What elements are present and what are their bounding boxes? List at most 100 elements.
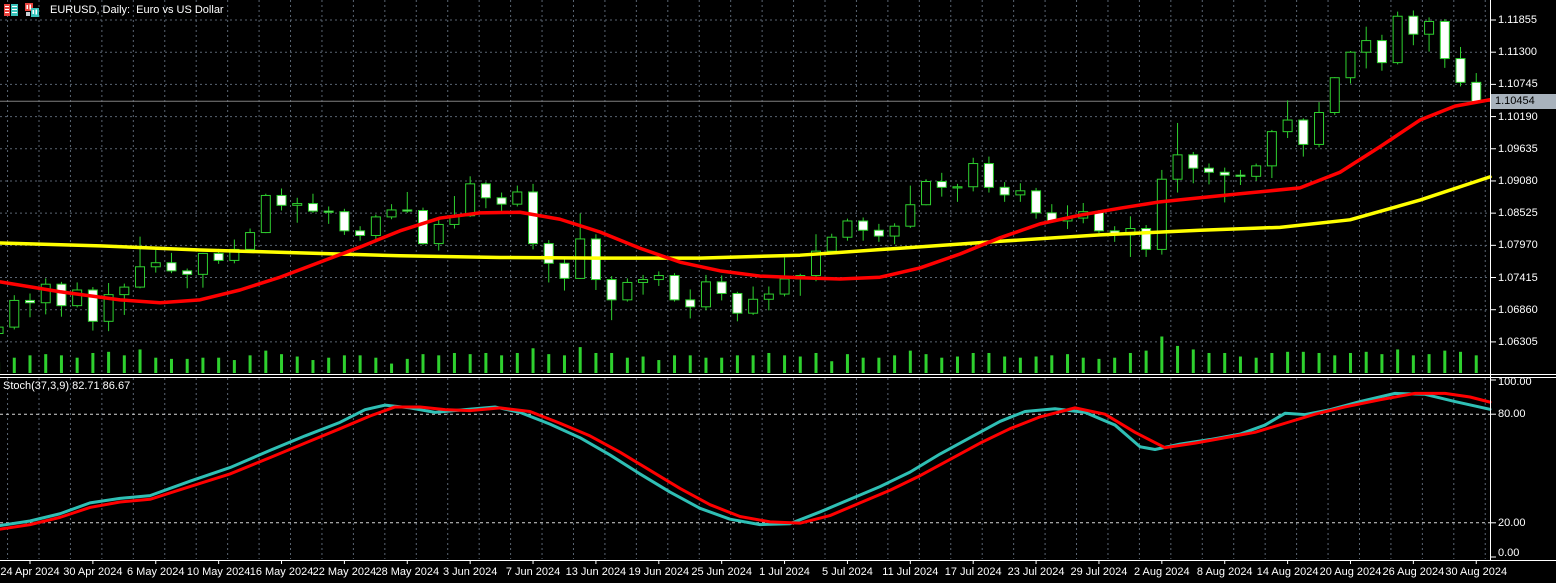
stoch-panel-surface[interactable] bbox=[0, 378, 1490, 559]
date-axis-label: 30 Aug 2024 bbox=[1445, 566, 1508, 578]
candle-body bbox=[119, 286, 130, 296]
candle-body bbox=[968, 163, 979, 188]
volume-bar bbox=[594, 352, 598, 373]
date-axis-label: 11 Jul 2024 bbox=[882, 566, 939, 578]
date-axis-label: 25 Jun 2024 bbox=[691, 566, 752, 578]
volume-bar bbox=[1427, 354, 1431, 373]
volume-bar bbox=[940, 357, 944, 373]
main-chart-surface[interactable] bbox=[0, 0, 1490, 374]
indicator-label: Stoch(37,3,9) 82.71 86.67 bbox=[3, 380, 131, 392]
volume-bar bbox=[390, 363, 394, 373]
volume-bar bbox=[1396, 349, 1400, 373]
candle-body bbox=[1015, 190, 1026, 196]
candle-body bbox=[638, 279, 649, 283]
candle-body bbox=[402, 209, 413, 212]
volume-bar bbox=[783, 355, 787, 373]
price-axis[interactable]: 1.11855 1.11300 1.10745 1.10190 1.09635 1.090… bbox=[1490, 0, 1556, 560]
date-axis-label: 28 May 2024 bbox=[375, 566, 440, 578]
date-axis-label: 10 May 2024 bbox=[186, 566, 251, 578]
candle-body bbox=[480, 183, 491, 199]
volume-bar bbox=[1176, 345, 1180, 373]
candle-body bbox=[1298, 119, 1309, 145]
volume-bar bbox=[1459, 351, 1463, 373]
candle-body bbox=[25, 299, 35, 304]
date-axis-label: 8 Aug 2024 bbox=[1196, 566, 1253, 578]
candle-body bbox=[921, 181, 932, 206]
date-axis-label: 30 Apr 2024 bbox=[63, 566, 123, 578]
volume-bar bbox=[955, 356, 959, 373]
volume-bar bbox=[280, 354, 284, 373]
volume-bar bbox=[295, 356, 299, 373]
date-axis-label: 2 Aug 2024 bbox=[1133, 566, 1190, 578]
volume-bar bbox=[1286, 351, 1290, 373]
volume-bar bbox=[1066, 354, 1070, 373]
volume-bar bbox=[767, 352, 771, 373]
volume-bar bbox=[1380, 354, 1384, 373]
candle-body bbox=[355, 230, 366, 236]
candle-body bbox=[1408, 15, 1419, 35]
candle-body bbox=[1204, 167, 1214, 173]
candle-body bbox=[1329, 77, 1340, 114]
candle-body bbox=[150, 262, 161, 268]
price-axis-label: 1.10745 bbox=[1498, 78, 1538, 91]
volume-bar bbox=[468, 354, 472, 373]
date-axis-label: 1 Jul 2024 bbox=[759, 566, 810, 578]
candle-body bbox=[999, 186, 1010, 196]
date-axis-label: 5 Jul 2024 bbox=[822, 566, 873, 578]
stoch-axis-label: 80.00 bbox=[1498, 408, 1526, 420]
candle-body bbox=[1251, 165, 1262, 177]
journal-icon bbox=[4, 4, 18, 16]
candle-body bbox=[1235, 174, 1246, 177]
volume-bar bbox=[122, 355, 126, 373]
volume-bar bbox=[421, 354, 425, 373]
volume-bar bbox=[437, 355, 441, 373]
date-axis-label: 24 Apr 2024 bbox=[0, 566, 60, 578]
volume-bar bbox=[1003, 356, 1007, 373]
candle-body bbox=[87, 289, 98, 322]
candle-body bbox=[260, 194, 271, 234]
candle-body bbox=[826, 236, 837, 252]
candle-body bbox=[103, 294, 114, 322]
current-price-tag: 1.10454 bbox=[1491, 93, 1556, 109]
volume-bar bbox=[12, 357, 16, 373]
candle-body bbox=[1031, 190, 1042, 214]
volume-bar bbox=[1333, 355, 1337, 373]
candle-body bbox=[135, 266, 146, 288]
volume-bar bbox=[264, 350, 268, 373]
volume-bar bbox=[735, 355, 739, 373]
date-axis-label: 20 Aug 2024 bbox=[1319, 566, 1382, 578]
price-axis-label: 1.09080 bbox=[1498, 174, 1538, 187]
price-axis-label: 1.06860 bbox=[1498, 303, 1538, 316]
chart-title-bar: EURUSD, Daily: Euro vs US Dollar bbox=[4, 2, 224, 18]
candle-body bbox=[9, 299, 20, 328]
volume-bar bbox=[59, 355, 63, 373]
candle-body bbox=[1219, 171, 1230, 176]
volume-bar bbox=[908, 350, 912, 373]
volume-bar bbox=[44, 354, 48, 373]
candle-body bbox=[1282, 119, 1293, 133]
volume-bar bbox=[1348, 352, 1352, 373]
volume-bar bbox=[515, 352, 519, 373]
candle-body bbox=[1345, 51, 1356, 79]
candle-body bbox=[732, 292, 743, 314]
candle-body bbox=[245, 232, 256, 250]
candle-body bbox=[1376, 40, 1387, 64]
date-axis-label: 7 Jun 2024 bbox=[505, 566, 561, 578]
volume-bar bbox=[1317, 352, 1321, 373]
volume-bar bbox=[1018, 357, 1022, 373]
volume-bar bbox=[452, 352, 456, 373]
volume-bar bbox=[107, 351, 111, 373]
volume-bar bbox=[138, 349, 142, 373]
volume-bar bbox=[1238, 356, 1242, 373]
candle-body bbox=[213, 252, 224, 261]
price-axis-label: 1.07415 bbox=[1498, 271, 1538, 284]
stoch-axis-label: 0.00 bbox=[1498, 547, 1520, 559]
volume-bar bbox=[1144, 350, 1148, 373]
date-axis-label: 22 May 2024 bbox=[312, 566, 377, 578]
volume-bar bbox=[1160, 336, 1164, 373]
date-axis[interactable]: 24 Apr 2024 30 Apr 2024 6 May 2024 10 May 2… bbox=[0, 560, 1556, 583]
candle-body bbox=[748, 298, 759, 314]
chart-icon bbox=[25, 3, 39, 17]
candle-body bbox=[166, 262, 177, 272]
